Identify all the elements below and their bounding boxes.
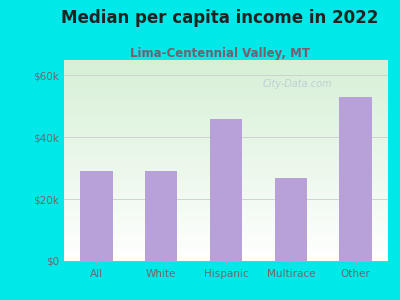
- Text: City-Data.com: City-Data.com: [262, 79, 332, 89]
- Text: Lima-Centennial Valley, MT: Lima-Centennial Valley, MT: [130, 46, 310, 59]
- Bar: [210, 119, 242, 261]
- Bar: [275, 178, 307, 261]
- Bar: [339, 97, 372, 261]
- Bar: [80, 171, 113, 261]
- Text: Median per capita income in 2022: Median per capita income in 2022: [61, 9, 379, 27]
- Bar: [145, 171, 178, 261]
